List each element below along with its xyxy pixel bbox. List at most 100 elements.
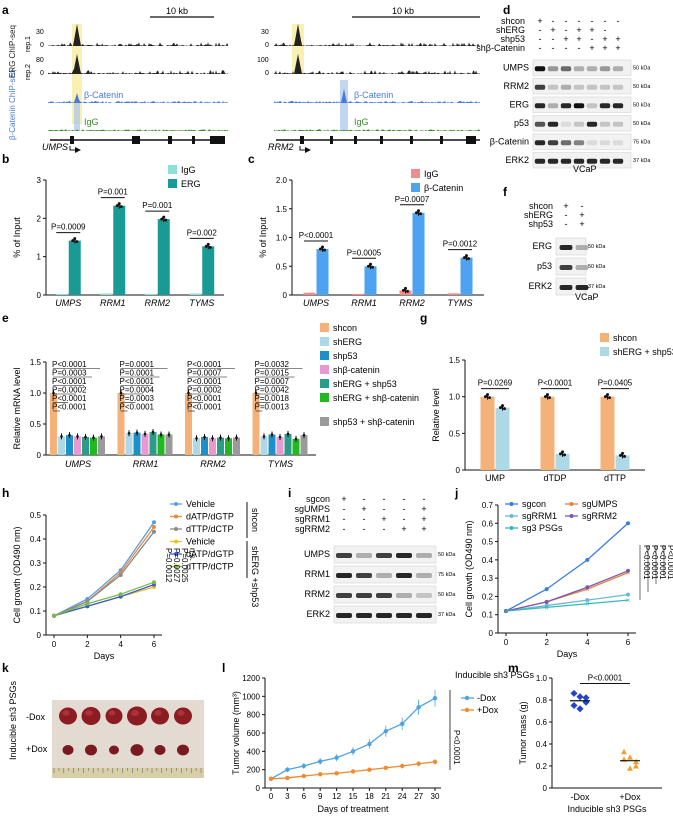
y-tick-label: 200: [247, 766, 261, 775]
x-axis-label: Days: [94, 651, 115, 661]
data-point: [570, 701, 578, 710]
pvalue-label: P<0.0001: [650, 545, 659, 580]
sign-minus: -: [578, 16, 581, 26]
blot-label: p53: [514, 118, 529, 128]
x-tick-label: 12: [332, 792, 341, 801]
data-point: [151, 430, 155, 434]
sign-minus: -: [403, 504, 406, 514]
sign-minus: -: [591, 16, 594, 26]
legend-label: Vehicle: [186, 537, 215, 547]
legend-swatch: [320, 393, 329, 402]
tumor-minus-dox: [174, 707, 192, 725]
y-tick-label: 0.5: [30, 420, 42, 429]
erg-rep2-track-left: [48, 54, 228, 74]
legend-label: sg3 PSGs: [522, 523, 563, 533]
legend-label: Vehicle: [186, 499, 215, 509]
blot-band: [534, 84, 546, 90]
igg-track-right: [274, 129, 480, 131]
sign-row-label: sgRRM2: [295, 524, 330, 534]
data-point: [52, 613, 56, 618]
x-tick-label: 6: [302, 792, 307, 801]
tumor-minus-dox: [59, 707, 77, 725]
blot-band: [612, 84, 624, 90]
bar-shERG + shp53: [495, 407, 510, 470]
x-tick-label: 2: [85, 640, 90, 649]
data-point: [606, 393, 609, 397]
sign-row-label: sgRRM1: [295, 514, 330, 524]
data-point: [627, 765, 633, 771]
legend-label: β-Catenin: [424, 183, 463, 193]
exon: [168, 136, 172, 144]
pvalue-label: P=0.0001: [120, 360, 155, 369]
legend-marker: [174, 564, 178, 569]
blot-band: [612, 158, 624, 164]
chart-b: 0 1 2 3 % of Input UMPS P=0.0009 RRM1 P=0.001 RRM…: [12, 165, 224, 308]
rep2-label: rep.2: [25, 64, 32, 80]
y-axis-label: Relative mRNA level: [12, 367, 22, 449]
x-axis-label: Inducible sh3 PSGs: [567, 804, 647, 814]
legend-swatch: [168, 179, 177, 188]
blot-band: [534, 121, 546, 127]
y-tick-label: 0: [283, 291, 288, 300]
x-tick-label: -Dox: [570, 792, 590, 802]
data-point: [383, 728, 388, 734]
data-point: [633, 763, 639, 769]
panel-f-blots: ERG 50 kDa p53 50 kDa ERK2 37 kDa: [528, 237, 606, 296]
data-point: [561, 450, 564, 454]
legend-label: shERG + shp53: [613, 347, 673, 357]
bar-ERG: [68, 240, 81, 295]
rep1-label: rep.1: [25, 36, 32, 52]
data-point: [84, 435, 87, 439]
data-point: ×: [504, 607, 509, 616]
x-tick-label: 3: [285, 792, 290, 801]
blot-band: [599, 103, 611, 109]
bar-shERG + shp53: [555, 453, 570, 470]
panel-k: k Inducible sh3 PSGs -Dox +Dox: [2, 661, 204, 778]
kda-label: 37 kDa: [588, 284, 606, 290]
blot-band: [396, 593, 412, 598]
pvalue-label: P=0.0027: [172, 548, 181, 583]
y-tick-label: 0: [456, 466, 461, 475]
blot-band: [376, 613, 392, 618]
catenin-label-left: β-Catenin: [84, 90, 123, 100]
data-point: [404, 286, 407, 290]
bar-shERG + shp53: [82, 437, 89, 455]
legend-marker: [174, 502, 178, 506]
data-point: [400, 721, 405, 727]
pvalue-label: P=0.0269: [478, 379, 513, 388]
x-tick-label: 0: [504, 638, 509, 647]
blot-band: [573, 84, 585, 90]
sign-minus: -: [363, 514, 366, 524]
data-point: [203, 435, 206, 439]
sign-minus: -: [591, 34, 594, 44]
pvalue-label: P<0.0001: [452, 730, 461, 765]
pvalue-label: P=0.001: [98, 188, 129, 197]
sign-minus: -: [552, 43, 555, 53]
x-tick-label: 6: [152, 640, 157, 649]
pvalue-label: P=0.002: [187, 228, 218, 237]
bar-shβ-catenin: [74, 436, 81, 455]
exon: [330, 136, 333, 144]
gene-umps-label: UMPS: [42, 142, 68, 152]
pvalue-label: P=0.0013: [255, 403, 290, 412]
blot-label: p53: [537, 261, 552, 271]
sign-row-label: shβ-Catenin: [476, 43, 525, 53]
y-tick-label: 0: [37, 291, 42, 300]
x-tick-label: +Dox: [619, 792, 641, 802]
pvalue-label: P<0.0001: [538, 379, 573, 388]
blot-band: [336, 573, 352, 578]
sign-plus: +: [602, 34, 607, 44]
data-point: [484, 395, 487, 399]
sign-plus: +: [602, 43, 607, 53]
data-point: [367, 767, 372, 772]
x-tick-label: UMPS: [303, 298, 329, 308]
tumor-minus-dox: [81, 706, 101, 726]
bar-shERG: [260, 436, 268, 455]
group-label-shcon: shcon: [250, 508, 260, 532]
data-point: [187, 391, 190, 395]
x-tick-label: TYMS: [189, 298, 214, 308]
bar-shp53: [201, 437, 208, 455]
data-point: [270, 433, 274, 436]
blot-band: [586, 140, 598, 146]
tumor-minus-dox: [127, 706, 147, 726]
